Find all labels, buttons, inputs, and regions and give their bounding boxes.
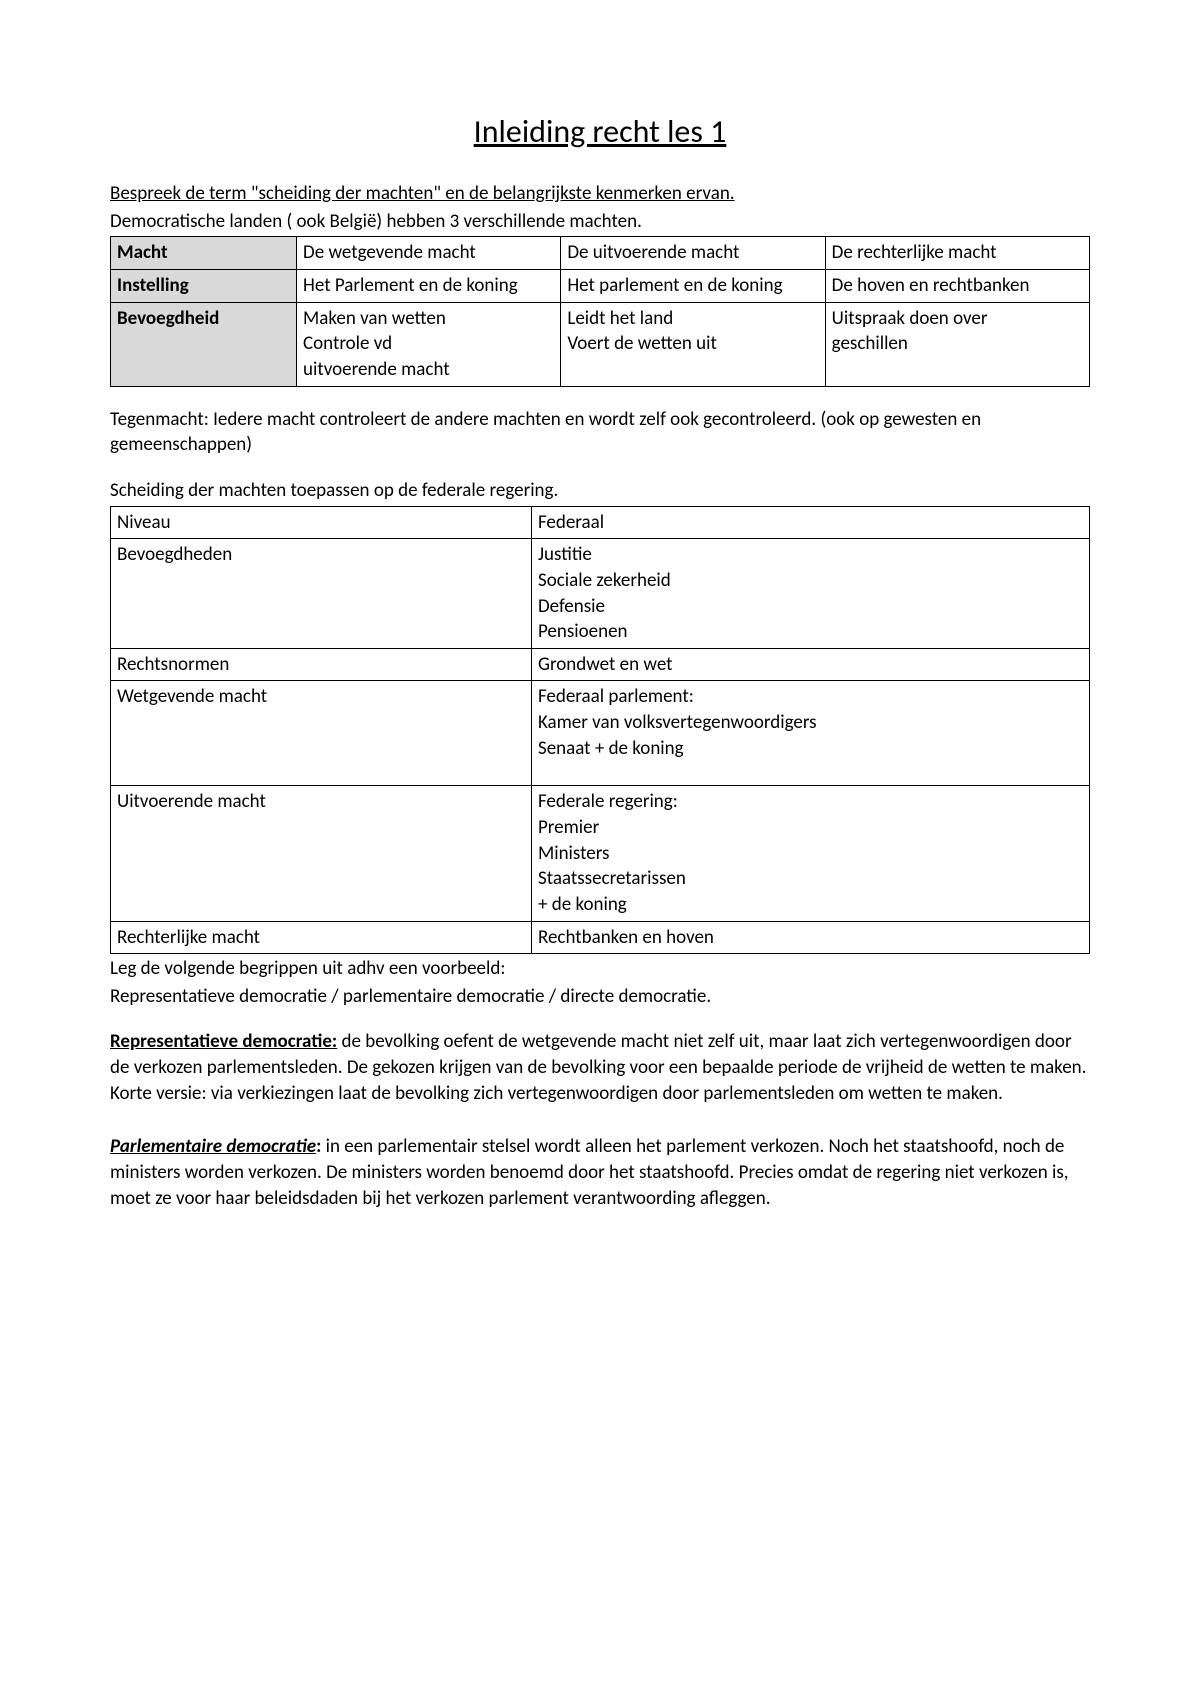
cell-text: Premier [538, 815, 1083, 841]
table-cell-left: Rechtsnormen [111, 648, 532, 681]
table-federaal: Niveau Federaal Bevoegdheden Justitie So… [110, 506, 1090, 955]
cell-text: Ministers [538, 841, 1083, 867]
definition-parlementaire: Parlementaire democratie: in een parleme… [110, 1134, 1090, 1211]
cell-text: Federaal parlement: [538, 684, 1083, 710]
cell-text: Defensie [538, 594, 1083, 620]
cell-text: Controle vd [303, 331, 554, 357]
table-row: Rechterlijke macht Rechtbanken en hoven [111, 921, 1090, 954]
tegenmacht-text: Tegenmacht: Iedere macht controleert de … [110, 407, 1090, 458]
cell-text: uitvoerende macht [303, 357, 554, 383]
table-row-header: Bevoegdheid [111, 302, 297, 386]
table-row: Uitvoerende macht Federale regering: Pre… [111, 786, 1090, 921]
cell-text: Justitie [538, 542, 1083, 568]
table-cell: Maken van wetten Controle vd uitvoerende… [297, 302, 561, 386]
table-cell-left: Bevoegdheden [111, 539, 532, 649]
table-row: Rechtsnormen Grondwet en wet [111, 648, 1090, 681]
table-cell: De hoven en rechtbanken [825, 270, 1089, 303]
page-title: Inleiding recht les 1 [110, 110, 1090, 153]
table-cell: Het Parlement en de koning [297, 270, 561, 303]
definition-representatieve: Representatieve democratie: de bevolking… [110, 1029, 1090, 1106]
question-1: Bespreek de term "scheiding der machten"… [110, 181, 1090, 207]
table-cell-left: Niveau [111, 506, 532, 539]
table-row: Instelling Het Parlement en de koning He… [111, 270, 1090, 303]
table-cell-right: Federaal [531, 506, 1089, 539]
table-cell-right: Rechtbanken en hoven [531, 921, 1089, 954]
table-row: Macht De wetgevende macht De uitvoerende… [111, 237, 1090, 270]
cell-text: Federaal [538, 510, 1083, 536]
table-cell-left: Uitvoerende macht [111, 786, 532, 921]
table-cell-right: Justitie Sociale zekerheid Defensie Pens… [531, 539, 1089, 649]
cell-text: Federale regering: [538, 789, 1083, 815]
table-row-header: Instelling [111, 270, 297, 303]
table-header-cell: De uitvoerende macht [561, 237, 825, 270]
table-machten: Macht De wetgevende macht De uitvoerende… [110, 236, 1090, 386]
cell-text: Sociale zekerheid [538, 568, 1083, 594]
definition-heading: Parlementaire democratie [110, 1135, 316, 1158]
cell-text: Senaat + de koning [538, 736, 1083, 762]
cell-text: Uitspraak doen over [832, 306, 1083, 332]
cell-text: geschillen [832, 331, 1083, 357]
table-cell: Uitspraak doen over geschillen [825, 302, 1089, 386]
table-row: Bevoegdheden Justitie Sociale zekerheid … [111, 539, 1090, 649]
cell-text: Voert de wetten uit [567, 331, 818, 357]
table-header-cell: Macht [111, 237, 297, 270]
cell-text: + de koning [538, 892, 1083, 918]
subtitle-1: Democratische landen ( ook België) hebbe… [110, 209, 1090, 235]
cell-text: Rechtbanken en hoven [538, 925, 1083, 951]
table-cell-right: Grondwet en wet [531, 648, 1089, 681]
cell-text: Maken van wetten [303, 306, 554, 332]
definition-text: Parlementaire democratie: in een parleme… [110, 1134, 1090, 1211]
cell-text: Grondwet en wet [538, 652, 1083, 678]
cell-text: Leidt het land [567, 306, 818, 332]
table-header-cell: De wetgevende macht [297, 237, 561, 270]
definition-heading: Representatieve democratie: [110, 1030, 337, 1053]
leg-uit-1: Leg de volgende begrippen uit adhv een v… [110, 956, 1090, 982]
table-row: Wetgevende macht Federaal parlement: Kam… [111, 681, 1090, 786]
table-cell-right: Federale regering: Premier Ministers Sta… [531, 786, 1089, 921]
table-header-cell: De rechterlijke macht [825, 237, 1089, 270]
cell-text: Pensioenen [538, 619, 1083, 645]
table-cell: Het parlement en de koning [561, 270, 825, 303]
table-cell: Leidt het land Voert de wetten uit [561, 302, 825, 386]
definition-korte: Korte versie: via verkiezingen laat de b… [110, 1081, 1090, 1107]
cell-text: Kamer van volksvertegenwoordigers [538, 710, 1083, 736]
definition-text: Representatieve democratie: de bevolking… [110, 1029, 1090, 1080]
table-row: Bevoegdheid Maken van wetten Controle vd… [111, 302, 1090, 386]
table-cell-left: Wetgevende macht [111, 681, 532, 786]
table-row: Niveau Federaal [111, 506, 1090, 539]
table-cell-right: Federaal parlement: Kamer van volksverte… [531, 681, 1089, 786]
subtitle-2: Scheiding der machten toepassen op de fe… [110, 478, 1090, 504]
table-cell-left: Rechterlijke macht [111, 921, 532, 954]
cell-text: Staatssecretarissen [538, 866, 1083, 892]
leg-uit-2: Representatieve democratie / parlementai… [110, 984, 1090, 1010]
